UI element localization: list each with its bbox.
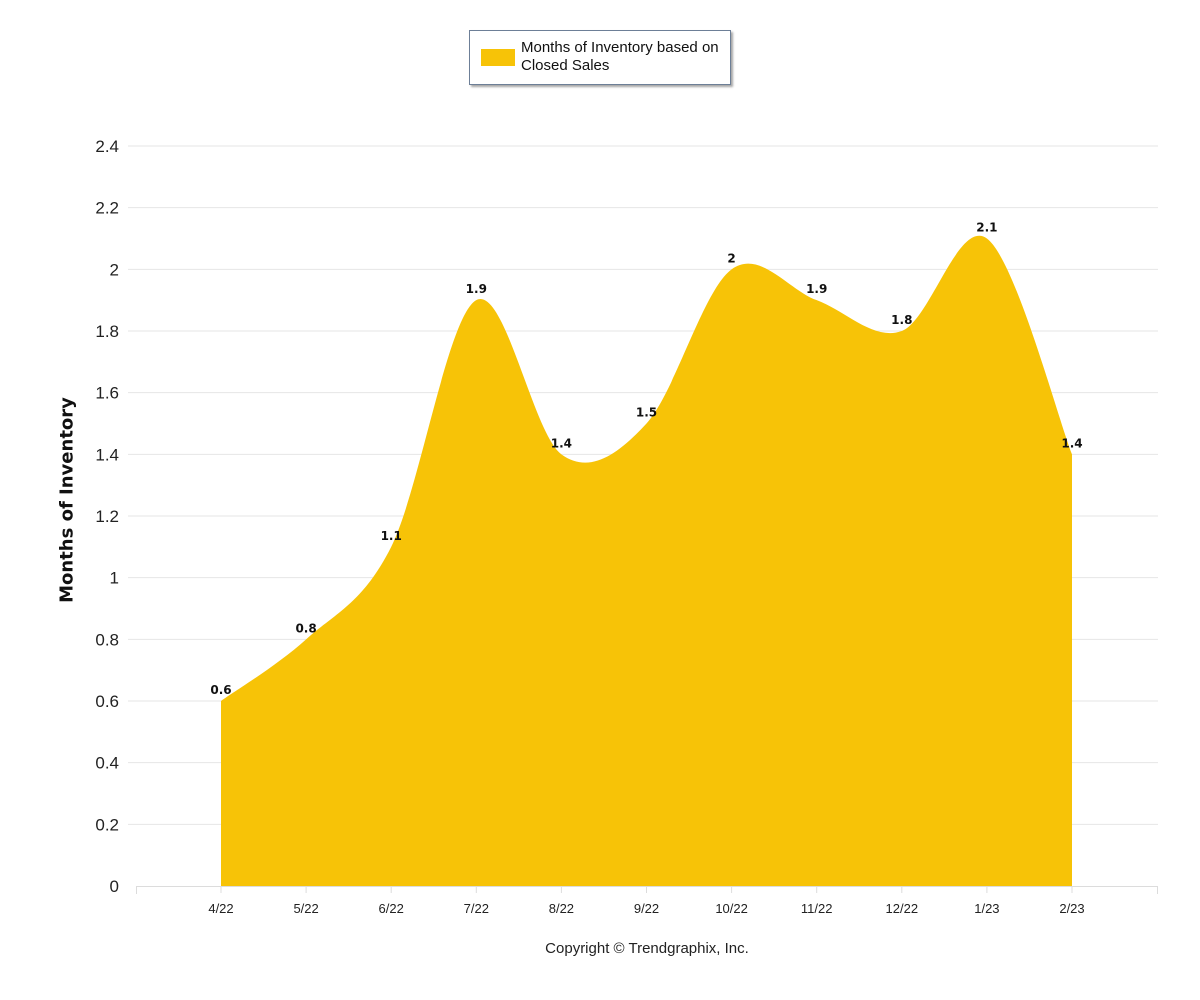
data-label: 0.6	[210, 683, 231, 697]
y-tick-label: 1.4	[95, 445, 119, 464]
y-tick-label: 0.2	[95, 815, 119, 834]
legend-label: Months of Inventory based on Closed Sale…	[521, 39, 719, 74]
y-tick-label: 0	[110, 877, 119, 896]
data-label: 2	[727, 251, 735, 265]
data-label: 0.8	[295, 621, 316, 635]
y-tick-label: 0.6	[95, 692, 119, 711]
y-tick-label: 2.4	[95, 137, 119, 156]
copyright-text: Copyright © Trendgraphix, Inc.	[545, 940, 749, 957]
x-tick-label: 1/23	[974, 901, 999, 916]
data-label: 1.9	[466, 282, 487, 296]
data-label: 1.9	[806, 282, 827, 296]
legend: Months of Inventory based on Closed Sale…	[469, 30, 731, 85]
data-label: 1.5	[636, 406, 657, 420]
y-tick-label: 2.2	[95, 199, 119, 218]
data-label: 1.4	[1061, 436, 1082, 450]
y-tick-label: 1.6	[95, 384, 119, 403]
y-axis-title: Months of Inventory	[56, 397, 78, 603]
x-tick-label: 9/22	[634, 901, 659, 916]
data-labels: 0.6 0.8 1.1 1.9 1.4 1.5 2 1.9 1.8 2.1 1.4	[210, 221, 1082, 698]
x-tick-label: 2/23	[1059, 901, 1084, 916]
y-axis-ticks: 0 0.2 0.4 0.6 0.8 1 1.2 1.4 1.6 1.8 2 2.2 2.4	[95, 137, 119, 896]
y-tick-label: 2	[110, 260, 119, 279]
x-tick-label: 8/22	[549, 901, 574, 916]
x-tick-label: 12/22	[886, 901, 919, 916]
data-label: 2.1	[976, 221, 997, 235]
y-tick-label: 1.8	[95, 322, 119, 341]
data-label: 1.4	[551, 436, 572, 450]
y-tick-label: 1	[110, 569, 119, 588]
x-tick-label: 5/22	[293, 901, 318, 916]
x-tick-label: 4/22	[208, 901, 233, 916]
x-tick-label: 10/22	[715, 901, 748, 916]
area-series	[221, 235, 1072, 887]
x-tick-label: 11/22	[801, 901, 833, 916]
y-tick-label: 0.4	[95, 754, 119, 773]
x-tick-label: 6/22	[379, 901, 404, 916]
y-tick-label: 1.2	[95, 507, 119, 526]
y-tick-label: 0.8	[95, 630, 119, 649]
x-tick-label: 7/22	[464, 901, 489, 916]
x-axis: 4/22 5/22 6/22 7/22 8/22 9/22 10/22 11/22 12/22 1…	[136, 886, 1158, 916]
data-label: 1.1	[381, 529, 402, 543]
data-label: 1.8	[891, 313, 912, 327]
legend-swatch	[481, 49, 515, 66]
